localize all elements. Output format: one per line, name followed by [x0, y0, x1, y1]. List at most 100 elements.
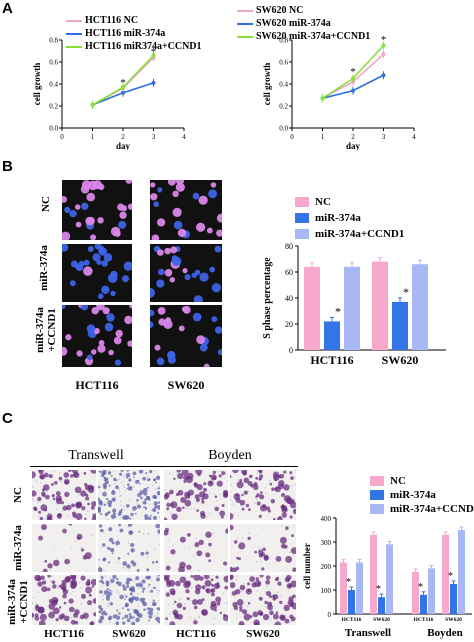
stained-cell [274, 577, 279, 582]
cell-nucleus [208, 189, 218, 199]
stained-cell [139, 482, 141, 485]
membrane-pore [119, 612, 121, 614]
legend-label: miR-374a+CCND1 [390, 503, 474, 515]
stained-cell [173, 600, 177, 604]
x-tick-label: 0 [60, 133, 64, 141]
membrane-pore [106, 502, 109, 505]
stained-cell [203, 575, 210, 580]
membrane-pore [294, 504, 296, 507]
cell-nucleus [150, 309, 155, 317]
stained-cell [259, 474, 264, 479]
membrane-pore [288, 603, 290, 606]
stained-cell [171, 513, 178, 520]
stained-cell [98, 485, 101, 489]
membrane-pore [183, 603, 186, 605]
membrane-pore [157, 612, 159, 614]
membrane-pore [248, 476, 250, 478]
cell-nucleus [122, 275, 130, 283]
stained-cell [115, 621, 120, 625]
membrane-pore [253, 488, 255, 490]
membrane-pore [185, 479, 187, 481]
stained-cell [265, 506, 271, 511]
membrane-pore [148, 585, 151, 587]
membrane-pore [122, 480, 125, 482]
cell-nucleus [214, 245, 222, 253]
y-tick-label: 0.4 [279, 81, 288, 89]
y-tick-label: 40 [285, 294, 293, 303]
membrane-pore [120, 494, 122, 497]
stained-cell [132, 471, 137, 476]
legend-item-sw620-mir: SW620 miR-374a [237, 17, 370, 30]
membrane-pore [166, 618, 168, 621]
membrane-pore [287, 591, 289, 593]
c-col-label-hct116-2: HCT116 [176, 628, 216, 640]
stained-cell [257, 582, 261, 586]
legend-swatch [237, 9, 253, 12]
micro-sw620-mir374a [150, 244, 222, 302]
stained-cell [55, 497, 63, 505]
membrane-pore [98, 470, 100, 473]
membrane-pore [217, 470, 219, 473]
membrane-pore [284, 471, 286, 474]
membrane-pore [74, 608, 76, 610]
stained-cell [147, 607, 151, 611]
stained-cell [100, 528, 104, 533]
stained-cell [242, 609, 248, 615]
stained-cell [111, 552, 114, 555]
stained-cell [143, 608, 146, 611]
cell-nucleus [210, 182, 217, 188]
data-point [351, 76, 355, 81]
header-boyden: Boyden [208, 448, 252, 463]
stained-cell [146, 568, 150, 572]
membrane-pore [101, 586, 103, 588]
stained-cell [68, 598, 74, 604]
stained-cell [124, 515, 130, 520]
stained-cell [107, 561, 110, 564]
stained-cell [223, 490, 228, 497]
stained-cell [131, 621, 136, 625]
stained-cell [32, 471, 36, 479]
bar [420, 594, 427, 614]
membrane-pore [122, 566, 125, 569]
stained-cell [180, 496, 187, 503]
membrane-pore [123, 484, 125, 487]
stained-cell [182, 606, 187, 611]
membrane-pore [236, 575, 238, 577]
cell-nucleus [97, 217, 104, 224]
stained-cell [116, 577, 119, 581]
stained-cell [98, 499, 103, 504]
membrane-pore [32, 602, 34, 604]
legend-item-mir: miR-374a [370, 488, 474, 502]
membrane-pore [174, 575, 176, 576]
membrane-pore [276, 591, 279, 594]
data-point [151, 53, 156, 58]
stained-cell [107, 591, 112, 596]
stained-cell [247, 480, 253, 486]
stained-cell [88, 593, 92, 597]
header-underline [30, 466, 298, 467]
stained-cell [154, 505, 158, 509]
significance-marker: * [418, 582, 423, 593]
membrane-pore [257, 578, 259, 580]
cell-nucleus [62, 346, 68, 356]
cell-nucleus [199, 272, 209, 282]
stained-cell [105, 583, 110, 587]
stained-cell [126, 577, 131, 582]
stained-cell [169, 621, 176, 625]
stained-cell [205, 531, 212, 538]
membrane-pore [123, 606, 125, 608]
stained-cell [186, 472, 194, 480]
stained-cell [108, 511, 111, 514]
stained-cell [208, 542, 212, 547]
stained-cell [113, 497, 116, 500]
membrane-pore [284, 609, 286, 612]
cell-nucleus [101, 260, 108, 267]
cell-nucleus [102, 307, 110, 315]
membrane-pore [250, 575, 252, 577]
stained-cell [85, 496, 90, 501]
stained-cell [175, 580, 181, 587]
cell-nucleus [91, 307, 99, 315]
stained-cell [132, 589, 136, 593]
stained-cell [235, 497, 241, 503]
cell-nucleus [90, 349, 97, 355]
